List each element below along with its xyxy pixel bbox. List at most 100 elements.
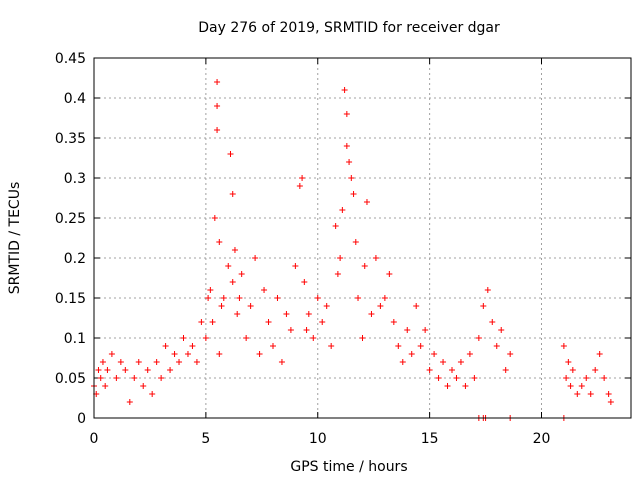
data-point xyxy=(252,255,259,261)
data-point xyxy=(337,255,344,261)
data-point xyxy=(149,391,156,397)
data-point xyxy=(113,375,120,381)
data-point xyxy=(220,295,227,301)
x-tick-label: 0 xyxy=(90,431,99,447)
data-point xyxy=(167,367,174,373)
data-point xyxy=(314,295,321,301)
data-point xyxy=(140,383,147,389)
data-point xyxy=(214,103,221,109)
data-point xyxy=(180,335,187,341)
data-point xyxy=(97,375,104,381)
data-point xyxy=(395,343,402,349)
y-tick-label: 0 xyxy=(77,411,86,427)
data-point xyxy=(216,239,223,245)
data-point xyxy=(348,175,355,181)
data-point xyxy=(265,319,272,325)
data-point xyxy=(274,295,281,301)
data-point xyxy=(560,343,567,349)
y-axis-label: SRMTID / TECUs xyxy=(7,182,23,295)
y-tick-label: 0.35 xyxy=(55,131,86,147)
data-point xyxy=(498,327,505,333)
data-point xyxy=(214,79,221,85)
data-point xyxy=(587,391,594,397)
data-point xyxy=(422,327,429,333)
data-point xyxy=(352,239,359,245)
y-tick-label: 0.45 xyxy=(55,51,86,67)
data-point xyxy=(574,391,581,397)
data-point xyxy=(471,375,478,381)
y-tick-label: 0.25 xyxy=(55,211,86,227)
data-point xyxy=(305,311,312,317)
data-point xyxy=(117,359,124,365)
data-point xyxy=(507,351,514,357)
data-point xyxy=(475,335,482,341)
data-point xyxy=(211,215,218,221)
data-point xyxy=(565,359,572,365)
data-point xyxy=(466,351,473,357)
data-point xyxy=(292,263,299,269)
data-point xyxy=(563,375,570,381)
data-point xyxy=(453,375,460,381)
data-point xyxy=(493,343,500,349)
data-point xyxy=(404,327,411,333)
data-point xyxy=(462,383,469,389)
data-point xyxy=(334,271,341,277)
grid xyxy=(94,58,631,418)
data-point xyxy=(131,375,138,381)
data-point xyxy=(605,391,612,397)
x-axis-label: GPS time / hours xyxy=(290,459,407,475)
y-tick-label: 0.1 xyxy=(64,331,86,347)
data-point xyxy=(310,335,317,341)
data-point xyxy=(390,319,397,325)
data-point xyxy=(171,351,178,357)
data-point xyxy=(209,319,216,325)
plot-frame xyxy=(93,57,632,419)
data-point xyxy=(368,311,375,317)
data-point xyxy=(126,399,133,405)
data-point xyxy=(229,279,236,285)
y-tick-label: 0.2 xyxy=(64,251,86,267)
x-tick-label: 10 xyxy=(309,431,327,447)
data-point xyxy=(296,183,303,189)
data-point xyxy=(218,303,225,309)
data-point xyxy=(207,287,214,293)
data-point xyxy=(596,351,603,357)
data-point xyxy=(303,327,310,333)
data-point xyxy=(236,295,243,301)
data-point xyxy=(377,303,384,309)
data-points xyxy=(91,79,614,421)
data-point xyxy=(607,399,614,405)
data-point xyxy=(108,351,115,357)
x-tick-label: 20 xyxy=(533,431,551,447)
data-point xyxy=(339,207,346,213)
data-point xyxy=(216,351,223,357)
axis-ticks: 0 0.05 0.1 0.15 0.2 0.25 0.3 0.35 0.4 0.45 0 5 10 15 2… xyxy=(55,51,631,447)
data-point xyxy=(569,367,576,373)
data-point xyxy=(229,191,236,197)
data-point xyxy=(426,367,433,373)
data-point xyxy=(189,343,196,349)
data-point xyxy=(449,367,455,373)
y-tick-label: 0.15 xyxy=(55,291,86,307)
data-point xyxy=(225,263,232,269)
data-point xyxy=(567,383,574,389)
data-point xyxy=(299,175,306,181)
data-point xyxy=(592,367,599,373)
data-point xyxy=(386,271,393,277)
data-point xyxy=(158,375,165,381)
data-point xyxy=(227,151,234,157)
data-point xyxy=(270,343,276,349)
data-point xyxy=(417,343,424,349)
data-point xyxy=(153,359,160,365)
data-point xyxy=(162,343,169,349)
data-point xyxy=(359,335,366,341)
data-point xyxy=(480,303,487,309)
data-point xyxy=(343,143,350,149)
data-point xyxy=(502,367,509,373)
data-point xyxy=(144,367,151,373)
data-point xyxy=(323,303,330,309)
data-point xyxy=(399,359,406,365)
data-point xyxy=(578,383,585,389)
data-point xyxy=(247,303,254,309)
